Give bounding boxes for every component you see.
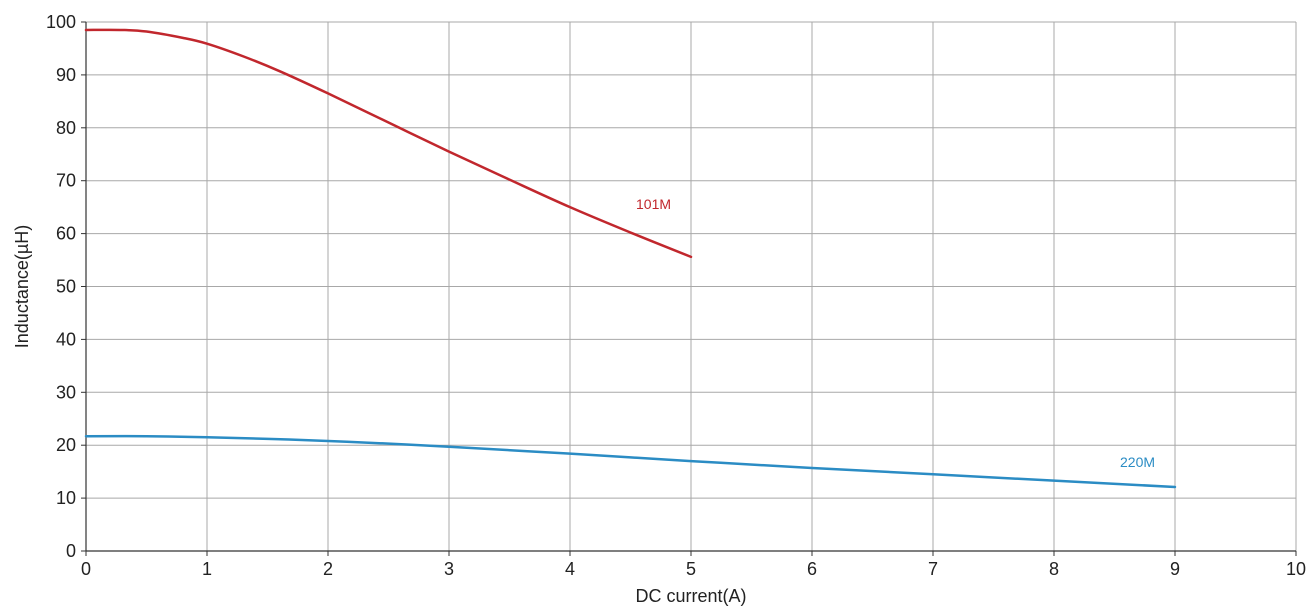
x-tick-label: 6 [807,559,817,579]
x-tick-label: 8 [1049,559,1059,579]
x-tick-label: 5 [686,559,696,579]
y-tick-label: 80 [56,118,76,138]
x-tick-label: 1 [202,559,212,579]
x-axis-title: DC current(A) [635,586,746,606]
x-tick-label: 0 [81,559,91,579]
y-tick-label: 20 [56,435,76,455]
y-tick-label: 60 [56,224,76,244]
y-tick-label: 50 [56,277,76,297]
grid [85,21,1297,552]
y-tick-label: 30 [56,382,76,402]
axes [81,21,1297,556]
x-tick-label: 4 [565,559,575,579]
y-tick-label: 0 [66,541,76,561]
series-line-101M [84,28,693,259]
x-tick-label: 3 [444,559,454,579]
x-tick-label: 2 [323,559,333,579]
series-label-220M: 220M [1120,454,1155,470]
series-line-220M [84,434,1177,489]
y-axis-title: Inductance(µH) [12,225,32,348]
x-tick-label: 10 [1286,559,1306,579]
y-tick-label: 100 [46,12,76,32]
series-layer [84,28,1177,489]
y-tick-label: 40 [56,329,76,349]
labels: DC current(A) Inductance(µH) 0 1 2 3 4 5 6 7 8 9 1… [12,12,1306,606]
x-tick-label: 7 [928,559,938,579]
series-label-101M: 101M [636,196,671,212]
x-tick-label: 9 [1170,559,1180,579]
y-tick-label: 70 [56,171,76,191]
y-tick-label: 10 [56,488,76,508]
y-tick-label: 90 [56,65,76,85]
